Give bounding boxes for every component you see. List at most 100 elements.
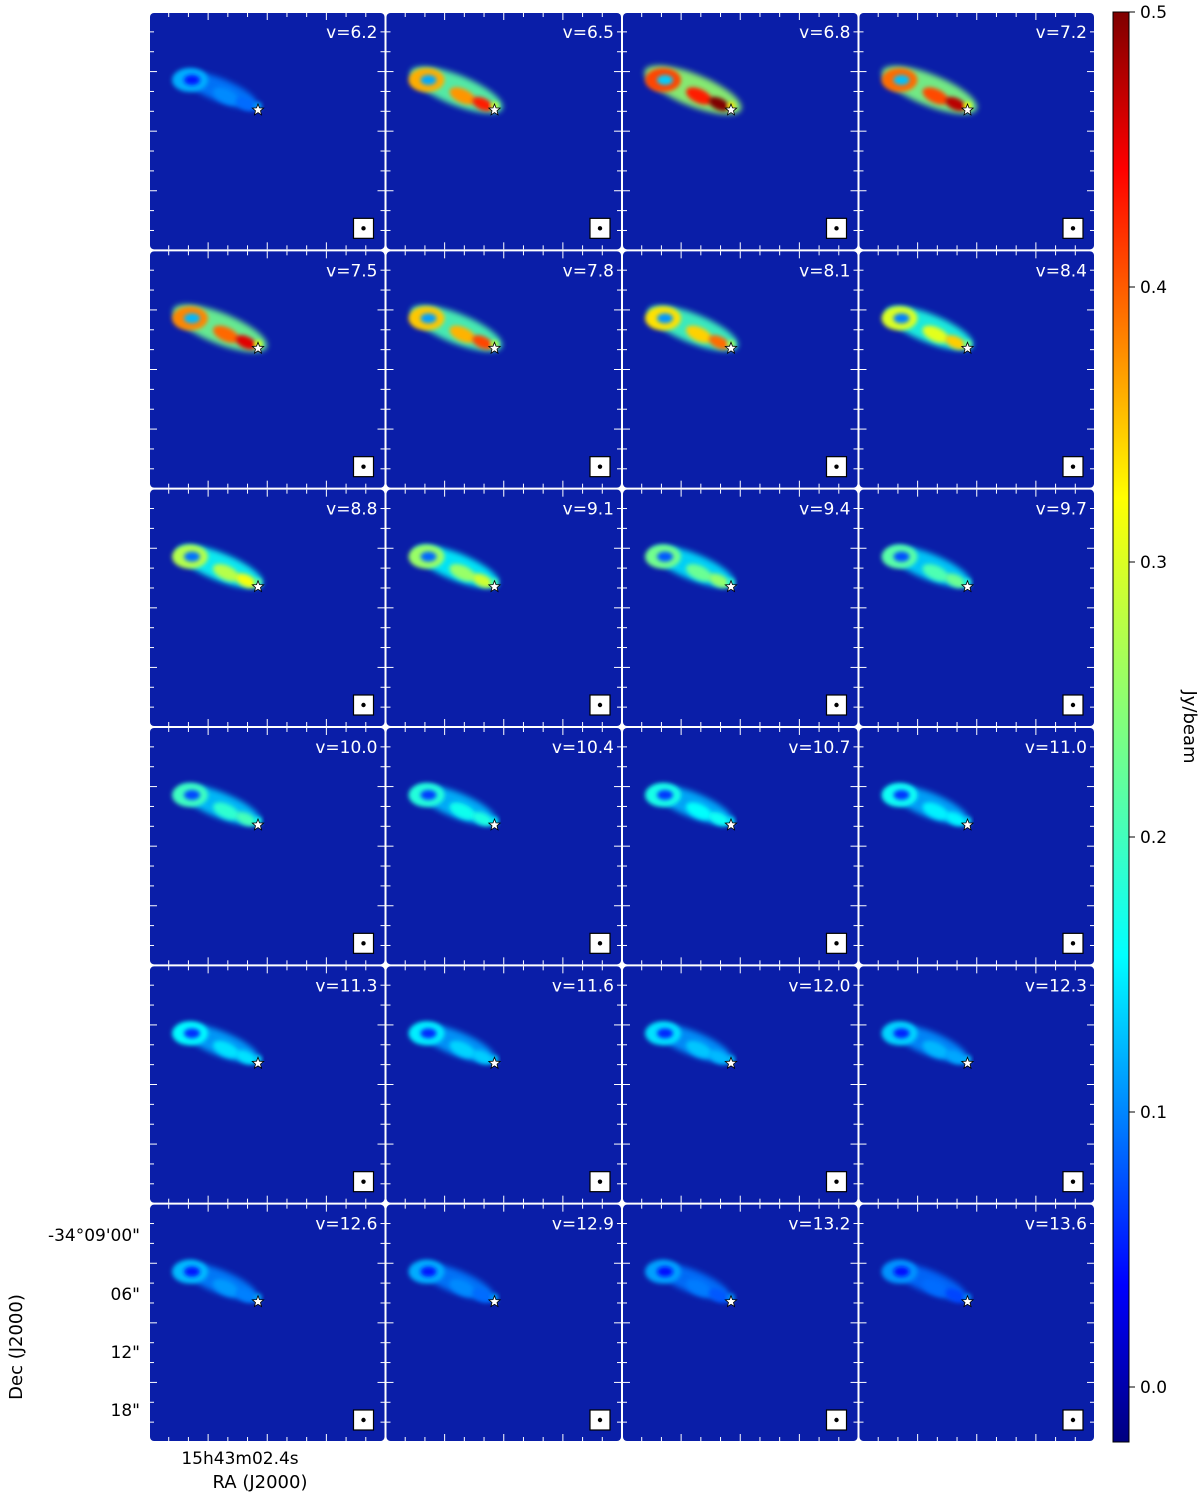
panel-ticks xyxy=(150,13,385,250)
emission-structure xyxy=(881,306,974,351)
velocity-label: v=6.2 xyxy=(326,23,377,43)
velocity-label: v=12.6 xyxy=(315,1215,377,1235)
beam-ellipse xyxy=(361,464,366,469)
star-marker xyxy=(724,1294,738,1308)
channel-panel: v=12.9 xyxy=(386,1204,621,1441)
panel-ticks xyxy=(150,489,385,726)
panel-background xyxy=(150,13,385,250)
panel-ticks xyxy=(386,13,621,250)
velocity-label: v=11.6 xyxy=(552,976,614,996)
channel-panel: v=11.6 xyxy=(386,966,621,1203)
velocity-label: v=8.8 xyxy=(326,500,377,520)
channel-panel: v=7.5 xyxy=(150,251,385,488)
velocity-label: v=9.7 xyxy=(1036,500,1087,520)
beam-ellipse xyxy=(1070,464,1076,469)
star-marker xyxy=(724,579,738,593)
channel-panel: v=9.1 xyxy=(386,489,621,726)
channel-panel: v=12.6 xyxy=(150,1204,385,1441)
panel-ticks xyxy=(623,1204,858,1441)
emission-structure xyxy=(881,65,978,115)
beam-ellipse xyxy=(1070,941,1076,946)
channel-panel: v=6.8 xyxy=(623,13,858,250)
panel-ticks xyxy=(859,728,1094,965)
star-marker xyxy=(960,1294,975,1308)
panel-ticks xyxy=(623,728,858,965)
velocity-label: v=8.1 xyxy=(799,261,850,281)
panel-background xyxy=(859,251,1094,488)
emission-structure xyxy=(172,68,262,112)
panel-background xyxy=(623,251,858,488)
velocity-label: v=12.9 xyxy=(552,1215,614,1235)
colorbar-tick-label: 0.4 xyxy=(1140,278,1167,298)
panel-ticks xyxy=(150,728,385,965)
panel-background xyxy=(386,1204,621,1441)
star-marker xyxy=(251,1294,265,1308)
panel-ticks xyxy=(386,728,621,965)
channel-panel: v=8.4 xyxy=(859,251,1094,488)
emission-structure xyxy=(645,1021,735,1065)
velocity-label: v=9.4 xyxy=(799,500,850,520)
x-tick-label: 15h43m02.4s xyxy=(181,1449,298,1469)
beam-ellipse xyxy=(361,702,366,708)
beam-ellipse xyxy=(597,1179,603,1184)
channel-panel: v=6.5 xyxy=(386,13,621,250)
colorbar-tick-label: 0.5 xyxy=(1140,3,1167,23)
panel-background xyxy=(623,13,858,250)
star-marker xyxy=(960,579,975,593)
emission-structure xyxy=(172,783,262,827)
panel-ticks xyxy=(623,489,858,726)
beam-ellipse xyxy=(597,702,603,708)
panel-background xyxy=(623,728,858,965)
beam-ellipse xyxy=(361,941,366,946)
channel-panel: v=8.1 xyxy=(623,251,858,488)
colorbar: Jy/beam 0.0 0.1 0.2 0.3 0.4 0.5 xyxy=(1112,3,1200,1443)
panel-background xyxy=(386,728,621,965)
star-marker xyxy=(724,817,738,831)
star-marker xyxy=(487,102,502,116)
velocity-label: v=9.1 xyxy=(563,500,614,520)
channel-panel: v=9.4 xyxy=(623,489,858,726)
beam-ellipse xyxy=(834,941,839,946)
velocity-label: v=10.7 xyxy=(788,738,850,758)
panel-background xyxy=(623,1204,858,1441)
emission-structure xyxy=(408,783,499,827)
panel-ticks xyxy=(150,1204,385,1441)
panel-ticks xyxy=(386,251,621,488)
panel-background xyxy=(386,489,621,726)
emission-structure xyxy=(645,783,735,827)
velocity-label: v=12.3 xyxy=(1025,976,1087,996)
colorbar-gradient xyxy=(1112,11,1130,1443)
channel-panel: v=10.0 xyxy=(150,728,385,965)
panel-ticks xyxy=(623,966,858,1203)
beam-ellipse xyxy=(597,464,603,469)
star-marker xyxy=(487,341,502,355)
beam-ellipse xyxy=(1070,226,1076,231)
star-marker xyxy=(724,102,738,116)
star-marker xyxy=(960,341,975,355)
beam-ellipse xyxy=(597,226,603,231)
panel-grid: v=6.2 v=6.5 v=6.8 v=7.2 v=7.5 v=7.8 v=8.1 v=8.4… xyxy=(150,13,1094,1441)
emission-structure xyxy=(881,1021,972,1065)
emission-structure xyxy=(645,544,735,588)
colorbar-tick-label: 0.0 xyxy=(1140,1378,1167,1398)
panel-ticks xyxy=(386,1204,621,1441)
beam-ellipse xyxy=(1070,1417,1076,1423)
panel-ticks xyxy=(859,966,1094,1203)
channel-panel: v=12.0 xyxy=(623,966,858,1203)
star-marker xyxy=(251,102,265,116)
channel-panel: v=10.7 xyxy=(623,728,858,965)
y-tick-label: 12" xyxy=(111,1343,140,1363)
channel-panel: v=8.8 xyxy=(150,489,385,726)
panel-background xyxy=(386,251,621,488)
panel-background xyxy=(623,489,858,726)
panel-background xyxy=(859,728,1094,965)
star-marker xyxy=(251,817,265,831)
colorbar-tick-label: 0.3 xyxy=(1140,553,1167,573)
panel-background xyxy=(386,966,621,1203)
channel-panel: v=9.7 xyxy=(859,489,1094,726)
panel-background xyxy=(859,1204,1094,1441)
emission-structure xyxy=(408,544,499,588)
star-marker xyxy=(251,1056,265,1070)
velocity-label: v=11.3 xyxy=(315,976,377,996)
velocity-label: v=8.4 xyxy=(1036,261,1087,281)
